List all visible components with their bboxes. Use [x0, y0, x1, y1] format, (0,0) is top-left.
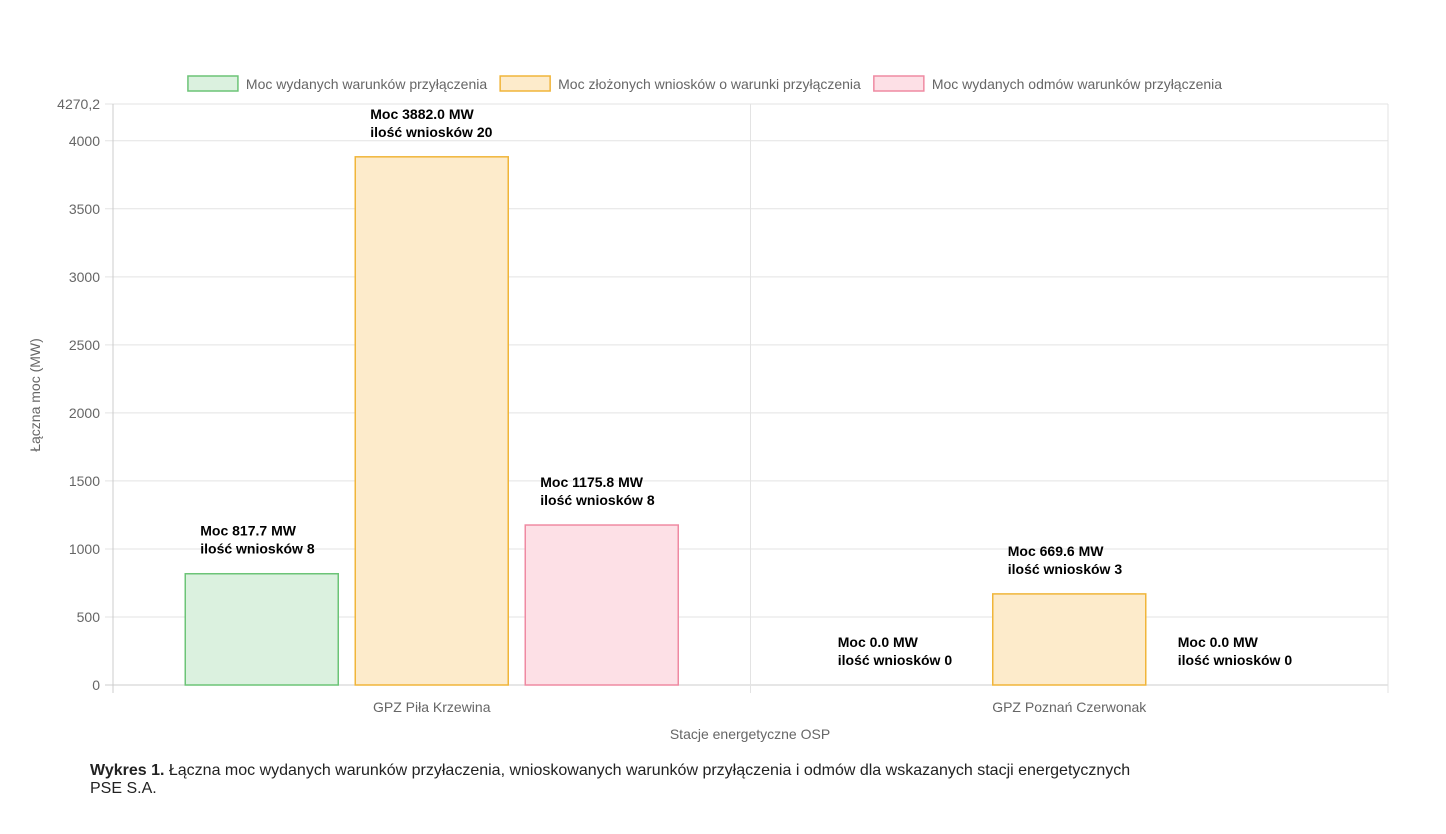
caption-text: Łączna moc wydanych warunków przyłaczeni… — [90, 762, 1131, 797]
y-axis-ticks: 0 500 1000 1500 2000 2500 3000 3500 4000 4270,2 — [57, 96, 100, 693]
data-label-count: ilość wniosków 8 — [540, 492, 655, 508]
y-tick-label: 3000 — [69, 269, 100, 285]
bar — [354, 156, 509, 686]
data-label-count: ilość wniosków 8 — [200, 541, 315, 557]
y-tick-label: 2000 — [69, 405, 100, 421]
x-axis-title: Stacje energetyczne OSP — [670, 726, 830, 742]
y-tick-label: 0 — [92, 677, 100, 693]
figure-caption: Wykres 1. Łączna moc wydanych warunków p… — [90, 762, 1150, 798]
x-axis-ticks: GPZ Piła Krzewina GPZ Poznań Czerwonak — [373, 699, 1147, 715]
bar — [184, 572, 339, 686]
x-tick-label: GPZ Poznań Czerwonak — [992, 699, 1147, 715]
legend-label: Moc złożonych wniosków o warunki przyłąc… — [558, 76, 861, 92]
grid — [105, 103, 1389, 693]
y-tick-label: 500 — [77, 609, 101, 625]
data-label-power: Moc 669.6 MW — [1008, 543, 1104, 559]
bars — [184, 156, 1147, 686]
bar — [524, 524, 679, 686]
y-tick-label: 4000 — [69, 133, 100, 149]
data-label-count: ilość wniosków 0 — [1178, 652, 1293, 668]
data-label-power: Moc 0.0 MW — [838, 634, 919, 650]
legend-swatch — [499, 75, 551, 92]
data-label-power: Moc 0.0 MW — [1178, 634, 1259, 650]
data-label-count: ilość wniosków 3 — [1008, 561, 1123, 577]
data-label-power: Moc 817.7 MW — [200, 523, 296, 539]
bar — [992, 593, 1147, 686]
y-tick-label: 2500 — [69, 337, 100, 353]
y-tick-label: 1500 — [69, 473, 100, 489]
data-label-power: Moc 1175.8 MW — [540, 474, 643, 490]
data-label-count: ilość wniosków 20 — [370, 124, 492, 140]
y-tick-label: 1000 — [69, 541, 100, 557]
data-labels: Moc 817.7 MW ilość wniosków 8 Moc 3882.0 M… — [200, 106, 1292, 668]
y-tick-label: 3500 — [69, 201, 100, 217]
y-axis-title: Łączna moc (MW) — [27, 338, 43, 452]
y-tick-label: 4270,2 — [57, 96, 100, 112]
legend-label: Moc wydanych odmów warunków przyłączenia — [932, 76, 1222, 92]
legend-label: Moc wydanych warunków przyłączenia — [246, 76, 487, 92]
data-label-power: Moc 3882.0 MW — [370, 106, 474, 122]
data-label-count: ilość wniosków 0 — [838, 652, 953, 668]
x-tick-label: GPZ Piła Krzewina — [373, 699, 491, 715]
legend-swatch — [187, 75, 239, 92]
caption-label: Wykres 1. — [90, 762, 165, 779]
legend: Moc wydanych warunków przyłączenia Moc zł… — [187, 75, 1222, 92]
legend-swatch — [873, 75, 925, 92]
bar-chart: Moc wydanych warunków przyłączenia Moc zł… — [27, 75, 1389, 742]
